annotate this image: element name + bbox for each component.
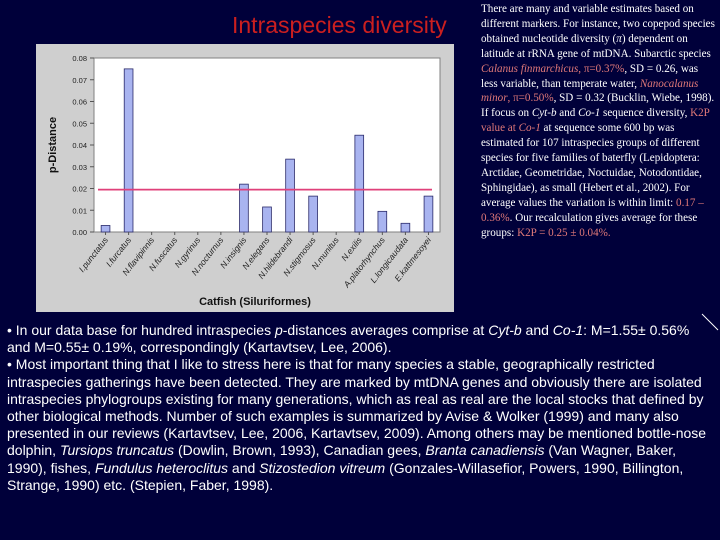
text-run: and <box>228 459 260 476</box>
y-tick-label: 0.05 <box>72 119 87 128</box>
y-tick-label: 0.04 <box>72 141 87 150</box>
text-run: 0.17 – 0.36% <box>481 196 704 224</box>
text-run: sequence diversity, <box>600 107 691 120</box>
text-run: • In our data base for hundred intraspec… <box>7 322 275 338</box>
text-run: Branta canadiensis <box>425 442 545 459</box>
text-run: Stizostedion vitreum <box>259 459 386 476</box>
text-run: Calanus finmarchicus <box>481 62 579 75</box>
bottom-paragraph: • Most important thing that I like to st… <box>7 356 715 494</box>
bar <box>354 134 365 233</box>
text-run: Co-1 <box>578 107 601 120</box>
text-run: Tursiops truncatus <box>59 442 175 459</box>
y-tick-label: 0.07 <box>72 76 87 85</box>
text-run: p <box>274 322 283 338</box>
text-run: and <box>521 322 553 338</box>
bar <box>308 195 318 233</box>
text-run: , SD = 0.32 (Bucklin, Wiebe, 1998). If f… <box>481 92 715 120</box>
text-run: at sequence some 600 bp was estimated fo… <box>481 122 702 209</box>
text-run: (Van Wagner, Baker, 1990), fishes, <box>7 442 677 476</box>
text-run: There are many and variable estimates ba… <box>481 3 715 45</box>
text-run: Co-1 <box>552 322 584 338</box>
y-tick-label: 0.06 <box>72 98 87 107</box>
text-run: Co-1 <box>518 122 541 135</box>
bar <box>123 68 134 233</box>
text-run: • Most important thing that I like to st… <box>7 356 707 459</box>
text-run: π <box>616 32 622 45</box>
x-tick-label: I.punctatus <box>77 234 111 274</box>
text-run: , π=0.50% <box>507 92 554 105</box>
slide-title: Intraspecies diversity <box>232 12 447 38</box>
y-tick-label: 0.08 <box>72 54 87 63</box>
bar <box>239 183 249 233</box>
bar <box>100 225 111 233</box>
bottom-text-block: • In our data base for hundred intraspec… <box>7 322 715 494</box>
y-tick-label: 0.01 <box>72 206 87 215</box>
x-axis-label: Catfish (Siluriformes) <box>199 296 311 308</box>
bar-chart-svg: 0.00 0.01 0.02 0.03 0.04 0.05 0.06 0.07 0.08 I.pu… <box>47 54 441 308</box>
bottom-paragraph: • In our data base for hundred intraspec… <box>7 322 715 356</box>
text-run: Cyt-b <box>488 322 522 338</box>
y-axis-label: p-Distance <box>47 117 59 173</box>
bar-chart: 0.00 0.01 0.02 0.03 0.04 0.05 0.06 0.07 0.08 I.pu… <box>36 44 454 312</box>
text-run: ) dependent on latitude at rRNA gene of … <box>481 32 711 60</box>
bar <box>285 158 295 233</box>
text-run: , SD = 0.26, was less variable, than tem… <box>481 62 699 90</box>
text-run: K2P = 0.25 ± 0.04%. <box>517 226 611 239</box>
text-run: and <box>556 107 579 120</box>
text-run: Nanocalanus minor <box>481 77 699 105</box>
text-run: , π=0.37% <box>578 62 625 75</box>
bar <box>400 222 411 233</box>
y-tick-label: 0.02 <box>72 185 87 194</box>
text-run: : M=1.55± 0.56% and M=0.55± 0.19%, corre… <box>7 322 690 356</box>
text-run: Fundulus heteroclitus <box>94 459 229 476</box>
text-run: (Gonzales-Willasefior, Powers, 1990, Bil… <box>7 459 684 493</box>
text-run: . Our recalculation gives average for th… <box>481 211 698 239</box>
bar <box>423 195 434 233</box>
bar <box>377 210 388 233</box>
text-run: K2P value at <box>481 107 710 135</box>
text-run: Cyt-b <box>531 107 557 120</box>
plot-area <box>93 57 441 233</box>
y-tick-label: 0.03 <box>72 163 87 172</box>
side-text-paragraph: There are many and variable estimates ba… <box>481 2 717 241</box>
text-run: -distances averages comprise at <box>282 322 489 338</box>
text-run: (Dowlin, Brown, 1993), Canadian gees, <box>174 442 426 459</box>
y-tick-label: 0.00 <box>72 228 87 237</box>
bar <box>262 206 272 233</box>
decorative-diagonal-line <box>701 313 719 331</box>
